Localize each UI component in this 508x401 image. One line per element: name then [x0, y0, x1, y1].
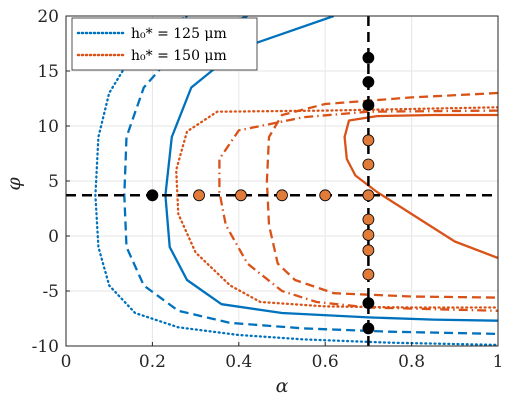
y-tick-label: 20 [37, 7, 59, 27]
data-point-2 [235, 189, 247, 202]
x-axis-label: α [276, 375, 289, 397]
y-tick-label: 10 [37, 117, 59, 137]
data-point-9 [362, 134, 375, 147]
legend-label-1: h₀* = 150 μm [131, 48, 227, 64]
data-point-10 [362, 158, 375, 171]
data-point-0 [146, 189, 159, 202]
series-line-5 [265, 91, 498, 299]
legend-label-0: h₀* = 125 μm [131, 26, 227, 42]
data-point-16 [362, 322, 375, 335]
x-tick-label: 0.8 [398, 352, 425, 372]
x-tick-label: 0 [61, 352, 72, 372]
tick-labels: 0 0.2 0.4 0.6 0.8 1 -10 -5 0 5 10 15 20 [32, 7, 504, 372]
data-point-6 [362, 51, 375, 64]
x-tick-label: 0.4 [225, 352, 252, 372]
data-point-3 [276, 189, 288, 202]
data-point-4 [319, 189, 332, 202]
data-point-7 [362, 76, 375, 88]
series-line-0 [94, 16, 498, 346]
legend: h₀* = 125 μm h₀* = 150 μm [71, 17, 258, 71]
data-point-12 [362, 228, 375, 241]
markers [146, 51, 375, 335]
data-point-8 [362, 99, 375, 111]
curves [94, 16, 498, 346]
y-tick-label: -5 [42, 282, 59, 302]
legend-box [71, 17, 258, 71]
data-point-13 [362, 244, 375, 257]
y-axis-label: φ [3, 177, 25, 191]
data-point-5 [362, 189, 375, 202]
y-tick-label: -10 [32, 337, 59, 357]
x-tick-label: 0.2 [139, 352, 166, 372]
data-point-15 [362, 297, 375, 310]
ticks [65, 15, 499, 347]
x-tick-label: 1 [493, 352, 504, 372]
y-tick-label: 5 [48, 172, 59, 192]
x-tick-label: 0.6 [312, 352, 339, 372]
y-tick-label: 0 [48, 227, 59, 247]
y-tick-label: 15 [37, 62, 59, 82]
series-line-3 [175, 106, 498, 309]
series-line-2 [164, 16, 498, 322]
data-point-14 [362, 268, 375, 281]
series-line-1 [123, 16, 498, 336]
data-point-11 [362, 213, 375, 226]
series-line-4 [218, 109, 498, 312]
data-point-1 [193, 189, 205, 202]
grid [65, 15, 499, 347]
series-line-6 [343, 113, 498, 260]
